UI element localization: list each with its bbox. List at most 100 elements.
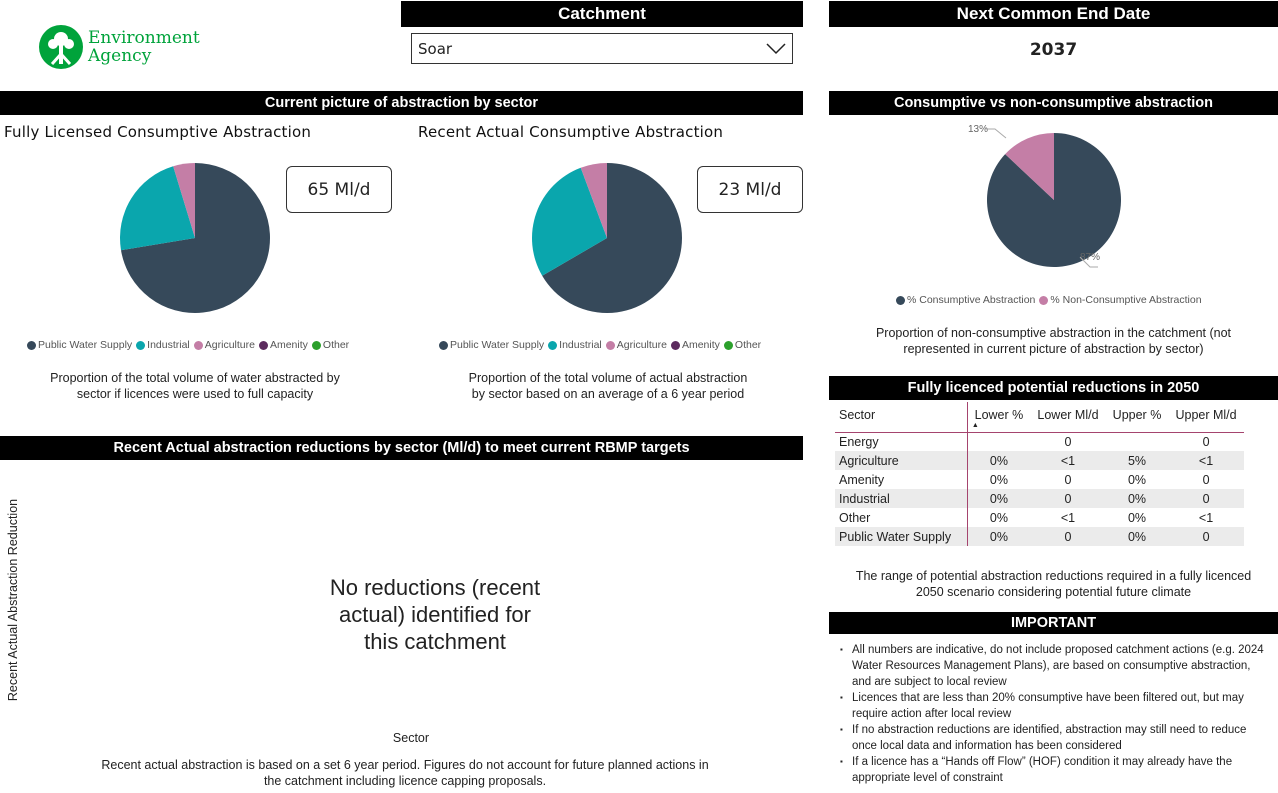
- legend-label: Other: [322, 339, 350, 351]
- legend-item: Agriculture: [605, 339, 667, 351]
- table-cell: Other: [835, 508, 968, 527]
- legend-dot: [548, 340, 558, 350]
- logo-line2: Agency: [88, 46, 152, 66]
- legend-label: Public Water Supply: [450, 339, 545, 351]
- end-date-header: Next Common End Date: [829, 1, 1278, 27]
- pie-slice-public-water-supply[interactable]: [120, 163, 270, 313]
- caption-line: 2050 scenario considering potential futu…: [915, 585, 1192, 599]
- pie2-title: Recent Actual Consumptive Abstraction: [418, 123, 724, 141]
- legend-dot: [723, 340, 733, 350]
- table-cell: 0: [1064, 434, 1072, 449]
- legend-label: Amenity: [681, 339, 720, 351]
- chevron-down-icon: [766, 42, 786, 54]
- table-cell: [967, 432, 1030, 451]
- legend-label: Agriculture: [616, 339, 667, 351]
- important-note: If a licence has a “Hands off Flow” (HOF…: [838, 754, 1268, 786]
- caption-line: The range of potential abstraction reduc…: [855, 569, 1252, 583]
- leader-line: [1079, 256, 1098, 268]
- caption-line: by sector based on an average of a 6 yea…: [471, 387, 745, 401]
- table-row: Agriculture 0% <1 5% <1: [835, 451, 1244, 470]
- column-header[interactable]: Lower % ▲: [971, 408, 1024, 429]
- column-header[interactable]: Upper Ml/d: [1175, 408, 1237, 422]
- table-cell: 0%: [989, 510, 1008, 525]
- legend-label: Other: [734, 339, 762, 351]
- important-header: IMPORTANT: [829, 612, 1278, 634]
- legend-dot: [193, 340, 203, 350]
- pie-slice--non-consumptive-abstraction[interactable]: [1005, 133, 1054, 200]
- table-cell: Agriculture: [835, 451, 968, 470]
- data-label: 13%: [968, 124, 988, 135]
- table-row: Other 0% <1 0% <1: [835, 508, 1244, 527]
- pie-fully-licensed: [120, 163, 270, 313]
- table-cell: [1106, 432, 1168, 451]
- x-axis-label: Sector: [392, 731, 430, 745]
- caption-line: Recent actual abstraction is based on a …: [101, 758, 709, 772]
- table-cell: 0%: [1127, 491, 1147, 506]
- pie1-title: Fully Licensed Consumptive Abstraction: [4, 123, 312, 141]
- reductions-2050-header: Fully licenced potential reductions in 2…: [829, 376, 1278, 400]
- table-cell: Amenity: [835, 470, 968, 489]
- legend-dot: [670, 340, 680, 350]
- message-line: actual) identified for: [339, 602, 531, 627]
- column-header[interactable]: Sector: [835, 402, 968, 432]
- pie-recent-actual: [532, 163, 682, 313]
- no-reductions-message: No reductions (recent actual) identified …: [235, 574, 635, 655]
- catchment-dropdown[interactable]: Soar: [411, 33, 793, 64]
- pie-slice-agriculture[interactable]: [580, 163, 607, 238]
- table-cell: 0%: [1127, 529, 1147, 544]
- table-cell: Public Water Supply: [835, 527, 968, 546]
- reductions-caption: Recent actual abstraction is based on a …: [40, 757, 770, 789]
- reductions-2050-table: Sector Lower % ▲ Lower Ml/d Upper % Upper Ml/…: [835, 402, 1244, 546]
- column-header[interactable]: Upper %: [1112, 408, 1162, 422]
- table-cell: <1: [1060, 453, 1076, 468]
- legend-dot: [258, 340, 268, 350]
- table-cell: 0: [1202, 529, 1210, 544]
- table-cell: 5%: [1127, 453, 1147, 468]
- consumptive-caption: Proportion of non-consumptive abstractio…: [829, 325, 1278, 357]
- legend-item: Amenity: [258, 339, 308, 351]
- legend-item: Industrial: [136, 339, 190, 351]
- caption-line: Proportion of non-consumptive abstractio…: [875, 326, 1232, 340]
- legend-label: Industrial: [147, 339, 190, 351]
- message-line: No reductions (recent: [329, 575, 541, 600]
- table-cell: 0: [1064, 472, 1072, 487]
- table-cell: 0%: [989, 491, 1008, 506]
- legend-item: Industrial: [548, 339, 602, 351]
- pie-slice-industrial[interactable]: [532, 167, 607, 276]
- legend-item: Amenity: [670, 339, 720, 351]
- legend-label: Agriculture: [204, 339, 255, 351]
- table-cell: 0: [1064, 491, 1072, 506]
- caption-line: the catchment including licence capping …: [263, 774, 547, 788]
- caption-line: Proportion of the total volume of water …: [50, 371, 340, 385]
- table-cell: Energy: [835, 432, 968, 451]
- y-axis-label: Recent Actual Abstraction Reduction: [6, 498, 20, 702]
- table-cell: <1: [1060, 510, 1076, 525]
- table-row: Amenity 0% 0 0% 0: [835, 470, 1244, 489]
- table-cell: 0: [1202, 434, 1210, 449]
- legend-label: Industrial: [559, 339, 602, 351]
- important-note: Licences that are less than 20% consumpt…: [838, 690, 1268, 722]
- pie-slice-public-water-supply[interactable]: [542, 163, 682, 313]
- legend-dot: [136, 340, 146, 350]
- pie-slice-industrial[interactable]: [120, 166, 195, 251]
- pie2-caption: Proportion of the total volume of actual…: [413, 370, 803, 402]
- legend-dot: [439, 340, 448, 350]
- legend-label: Public Water Supply: [38, 339, 133, 351]
- table-cell: 0%: [989, 529, 1008, 544]
- pie1-caption: Proportion of the total volume of water …: [0, 370, 390, 402]
- consumptive-header: Consumptive vs non-consumptive abstracti…: [829, 91, 1278, 115]
- table-cell: Industrial: [835, 489, 968, 508]
- catchment-selected-value: Soar: [418, 39, 453, 58]
- important-note: If no abstraction reductions are identif…: [838, 722, 1268, 754]
- pie-slice-agriculture[interactable]: [173, 163, 195, 238]
- legend-item: % Non-Consumptive Abstraction: [1039, 294, 1202, 306]
- environment-agency-logo: Environment Agency: [38, 24, 208, 70]
- legend-item: Public Water Supply: [439, 339, 544, 351]
- important-notes: All numbers are indicative, do not inclu…: [838, 642, 1268, 786]
- leader-line: [985, 128, 1007, 139]
- pie2-legend: Public Water Supply Industrial Agriculture…: [439, 339, 761, 351]
- table-row: Industrial 0% 0 0% 0: [835, 489, 1244, 508]
- table-cell: 0%: [989, 472, 1008, 487]
- column-header[interactable]: Lower Ml/d: [1037, 408, 1099, 422]
- table-cell: 0%: [989, 453, 1008, 468]
